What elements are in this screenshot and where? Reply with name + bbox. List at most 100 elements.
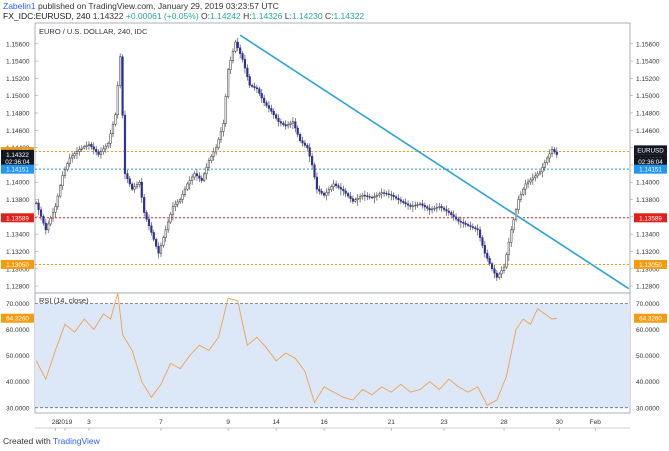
candle-body xyxy=(306,145,309,148)
candle-body xyxy=(263,97,266,103)
candle-body xyxy=(205,166,208,175)
candle-body xyxy=(464,223,467,225)
price-tag-right-label: 1.13589 xyxy=(639,215,662,222)
rsi-tick-label-right: 60.0000 xyxy=(636,327,660,334)
candle-body xyxy=(332,183,335,188)
candle-body xyxy=(510,229,513,243)
candle-body xyxy=(459,220,462,223)
rsi-tick-label-right: 40.0000 xyxy=(636,379,660,386)
candle-body xyxy=(109,133,112,144)
candle-body xyxy=(35,202,38,205)
candle-body xyxy=(500,270,503,275)
candle-body xyxy=(428,208,431,211)
candle-body xyxy=(512,219,515,231)
tradingview-logo[interactable]: TradingView xyxy=(52,436,100,446)
candle-body xyxy=(246,67,249,77)
candle-body xyxy=(179,199,182,203)
candle-body xyxy=(54,206,57,213)
candle-body xyxy=(229,60,232,70)
price-tick-label-right: 1.14000 xyxy=(636,180,660,187)
candle-body xyxy=(315,176,318,190)
candle-body xyxy=(59,185,62,197)
publish-info: Zabelin1 published on TradingView.com, J… xyxy=(3,1,279,11)
candle-body xyxy=(385,193,388,195)
candle-body xyxy=(61,175,64,186)
candle-body xyxy=(498,273,501,278)
rsi-pane-title: RSI (14, close) xyxy=(39,296,89,305)
candle-body xyxy=(514,209,518,220)
candle-body xyxy=(126,173,129,180)
price-tag-right-label: 1.13050 xyxy=(639,262,662,269)
time-tick-label: 28 xyxy=(52,419,60,426)
candle-body xyxy=(457,218,460,222)
candle-body xyxy=(416,204,419,206)
candle-body xyxy=(478,229,482,238)
candle-body xyxy=(390,194,393,196)
price-tick-label-right: 1.12800 xyxy=(636,284,660,291)
candle-body xyxy=(260,93,263,99)
rsi-tag-right xyxy=(634,313,667,323)
candle-body xyxy=(378,193,381,196)
candle-body xyxy=(147,218,151,227)
candle-body xyxy=(99,151,103,155)
candle-body xyxy=(342,188,345,192)
candle-body xyxy=(311,156,314,166)
rsi-tick-label-right: 30.0000 xyxy=(636,405,660,412)
rsi-tick-label-left: 50.0000 xyxy=(6,353,30,360)
price-tick-label-left: 1.15400 xyxy=(6,59,30,66)
candle-body xyxy=(291,121,295,124)
candle-body xyxy=(349,195,352,199)
price-tick-label-right: 1.13800 xyxy=(636,197,660,204)
candle-body xyxy=(402,201,405,203)
candle-body xyxy=(47,223,50,231)
candle-body xyxy=(382,192,386,194)
open-label: O: xyxy=(201,11,211,21)
time-tick-label: 3 xyxy=(87,419,91,426)
price-tick-label-left: 1.14000 xyxy=(6,180,30,187)
price-tag-left xyxy=(1,259,34,269)
candle-body xyxy=(543,162,546,168)
candle-body xyxy=(119,56,122,86)
candle-body xyxy=(354,199,357,202)
candle-body xyxy=(157,246,160,254)
time-tick-label: 23 xyxy=(440,419,448,426)
candle-body xyxy=(299,134,302,141)
candle-body xyxy=(287,124,290,127)
candle-body xyxy=(171,206,175,215)
candle-body xyxy=(210,156,213,161)
candle-body xyxy=(140,181,143,198)
candle-body xyxy=(85,145,88,147)
candle-body xyxy=(97,151,100,155)
time-tick-label: 2019 xyxy=(58,419,73,426)
candle-body xyxy=(430,208,434,211)
candle-body xyxy=(426,206,429,209)
candle-body xyxy=(553,149,556,153)
price-tick-label-right: 1.15200 xyxy=(636,76,660,83)
candle-body xyxy=(92,146,95,150)
candle-body xyxy=(474,227,477,229)
author-name[interactable]: Zabelin1 xyxy=(3,1,36,11)
candle-body xyxy=(318,188,321,192)
candle-body xyxy=(469,225,472,227)
candle-body xyxy=(219,131,223,140)
price-tag-right xyxy=(634,213,667,223)
candle-body xyxy=(186,183,189,190)
candle-body xyxy=(507,241,510,255)
candle-body xyxy=(347,193,350,197)
price-tick-label-left: 1.15000 xyxy=(6,93,30,100)
candle-body xyxy=(56,195,59,207)
candle-body xyxy=(409,204,412,207)
candle-body xyxy=(531,177,534,181)
price-tick-label-left: 1.14800 xyxy=(6,111,30,118)
time-tick-label: 16 xyxy=(320,419,328,426)
candle-body xyxy=(519,194,522,200)
candle-body xyxy=(162,237,165,246)
price-tag-left-label: 1.13589 xyxy=(6,215,29,222)
candle-body xyxy=(135,184,139,188)
candle-body xyxy=(231,51,235,61)
candle-body xyxy=(73,153,76,157)
price-tag-left xyxy=(1,213,34,223)
rsi-tag-left-label: 64.3260 xyxy=(6,316,29,323)
candle-body xyxy=(42,216,45,224)
